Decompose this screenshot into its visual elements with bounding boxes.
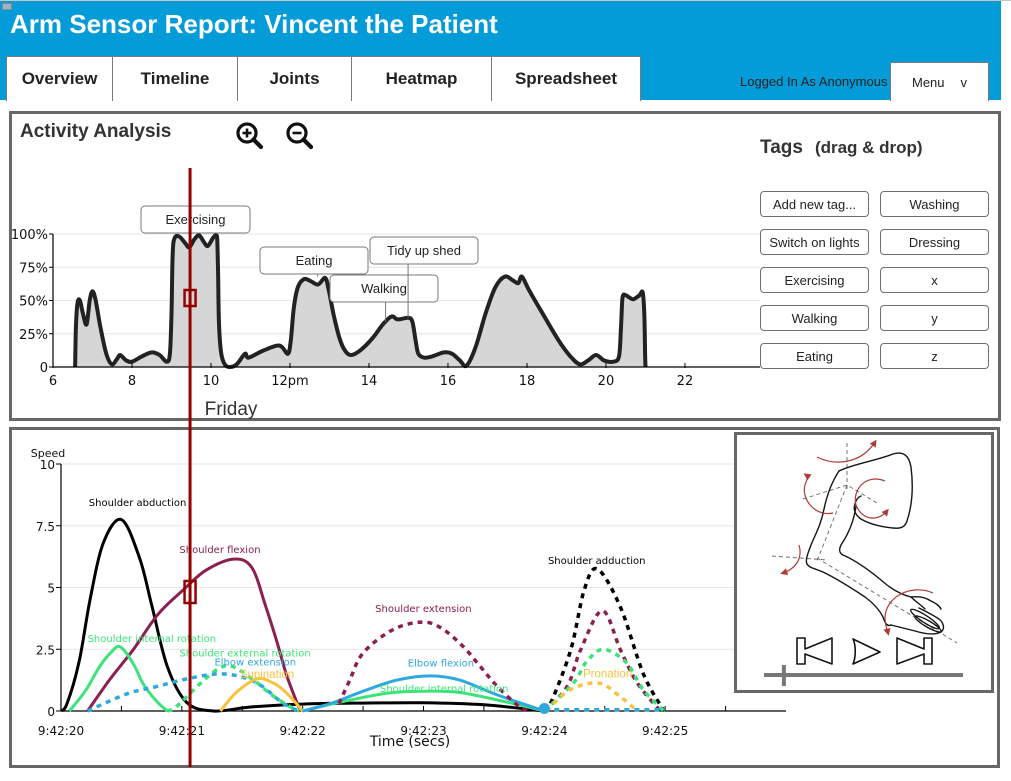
- time-cursor-handle-bottom[interactable]: [183, 579, 197, 605]
- skip-back-button[interactable]: [796, 637, 833, 665]
- time-cursor-group: [183, 168, 197, 767]
- chevron-down-icon: v: [960, 74, 968, 90]
- skip-forward-icon: [896, 637, 933, 665]
- tab-spreadsheet[interactable]: Spreadsheet: [491, 56, 641, 101]
- tag-z[interactable]: z: [880, 343, 989, 369]
- tab-heatmap[interactable]: Heatmap: [351, 56, 492, 101]
- arm-animation-panel: [734, 432, 994, 693]
- tag-x[interactable]: x: [880, 267, 989, 293]
- add-tag-button[interactable]: Add new tag...: [760, 191, 869, 217]
- chart-tag-annotation[interactable]: Eating: [259, 246, 369, 275]
- time-cursor-handle-top[interactable]: [183, 288, 197, 308]
- zoom-out-button[interactable]: [284, 120, 316, 152]
- chart-tag-box[interactable]: [329, 274, 439, 303]
- chart-tag-label: Exercising: [166, 212, 226, 227]
- zoom-in-button[interactable]: [234, 120, 266, 152]
- joint-axes: [771, 443, 958, 644]
- tab-timeline[interactable]: Timeline: [112, 56, 238, 101]
- chart-tag-label: Walking: [361, 281, 407, 296]
- skip-back-icon: [796, 637, 833, 665]
- tag-washing[interactable]: Washing: [880, 191, 989, 217]
- skip-forward-button[interactable]: [896, 637, 933, 665]
- chart-tag-box[interactable]: [259, 246, 369, 275]
- menu-label: Menu: [911, 74, 945, 90]
- tag-eating[interactable]: Eating: [760, 343, 869, 369]
- tag-switch-on-lights[interactable]: Switch on lights: [760, 229, 869, 255]
- login-status: Logged In As Anonymous: [740, 74, 888, 89]
- tab-joints[interactable]: Joints: [237, 56, 352, 101]
- chart-tag-label: Tidy up shed: [387, 243, 461, 258]
- playback-slider[interactable]: [764, 665, 963, 686]
- tag-palette: Add new tag... Washing Switch on lights …: [760, 191, 989, 369]
- tab-overview[interactable]: Overview: [6, 56, 113, 101]
- chart-tag-annotation[interactable]: Walking: [329, 274, 439, 303]
- app-title: Arm Sensor Report: Vincent the Patient: [10, 9, 498, 39]
- tags-header: Tags (drag & drop): [760, 137, 923, 159]
- time-cursor[interactable]: [183, 168, 197, 767]
- window-icon: [2, 3, 12, 10]
- tag-exercising[interactable]: Exercising: [760, 267, 869, 293]
- chart-tag-box[interactable]: [140, 205, 251, 234]
- arm-outline: [805, 452, 945, 635]
- zoom-out-icon: [286, 122, 314, 150]
- main-tabs: Overview Timeline Joints Heatmap Spreads…: [6, 56, 641, 101]
- tag-y[interactable]: y: [880, 305, 989, 331]
- tags-subtitle: (drag & drop): [814, 138, 923, 157]
- arm-diagram: [764, 439, 963, 686]
- rotation-arrows: [780, 439, 934, 636]
- tags-title: Tags: [760, 137, 803, 158]
- tag-walking[interactable]: Walking: [760, 305, 869, 331]
- play-button[interactable]: [852, 638, 881, 665]
- zoom-in-icon: [236, 122, 264, 150]
- app-header: Arm Sensor Report: Vincent the Patient O…: [0, 1, 1001, 101]
- window-top-border: [0, 0, 1011, 1]
- chart-tag-annotation[interactable]: Exercising: [140, 205, 251, 234]
- tag-dressing[interactable]: Dressing: [880, 229, 989, 255]
- play-icon: [852, 638, 881, 665]
- chart-tag-box[interactable]: [369, 236, 479, 265]
- chart-tag-label: Eating: [296, 253, 333, 268]
- chart-tag-annotation[interactable]: Tidy up shed: [369, 236, 479, 265]
- menu-button[interactable]: Menu v: [890, 62, 989, 101]
- activity-title: Activity Analysis: [20, 121, 172, 142]
